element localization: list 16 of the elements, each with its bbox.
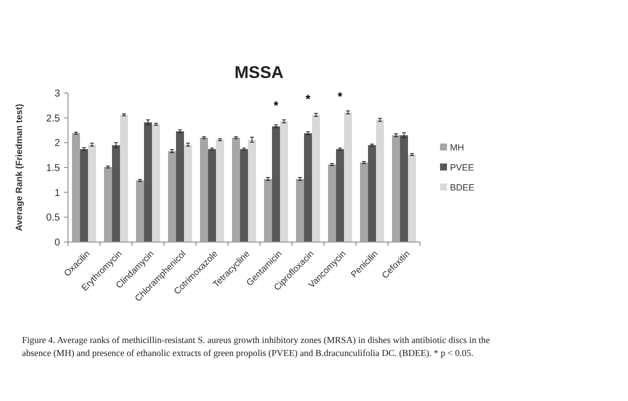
y-tick-label: 2 (54, 138, 60, 150)
caption: Figure 4. Average ranks of methicillin-resistant S. aureus growth inhibitory zones (MRSA) in dishes with antibiotic discs in the absence (MH) and presence of ethanolic extracts of green propolis (PVEE) and B.dracunculifolia DC. (BDEE). * p < 0.05. (22, 335, 490, 358)
legend-label: BDEE (450, 182, 475, 193)
legend-label: MH (450, 142, 464, 153)
annotation: * (338, 90, 343, 104)
y-tick-label: 1 (54, 188, 60, 199)
y-tick-label: 3 (54, 88, 60, 100)
y-tick-label: 2.5 (46, 113, 60, 124)
y-tick-label: 1.5 (46, 163, 60, 174)
annotation: * (274, 98, 279, 113)
y-axis-title: Average Rank (Friedman test) (14, 104, 24, 232)
y-tick-label: 0 (54, 238, 60, 248)
chart-title: MSSA (234, 63, 284, 82)
annotation: * (306, 92, 311, 106)
y-tick-label: 0.5 (46, 212, 60, 224)
legend-label: PVEE (450, 162, 474, 173)
